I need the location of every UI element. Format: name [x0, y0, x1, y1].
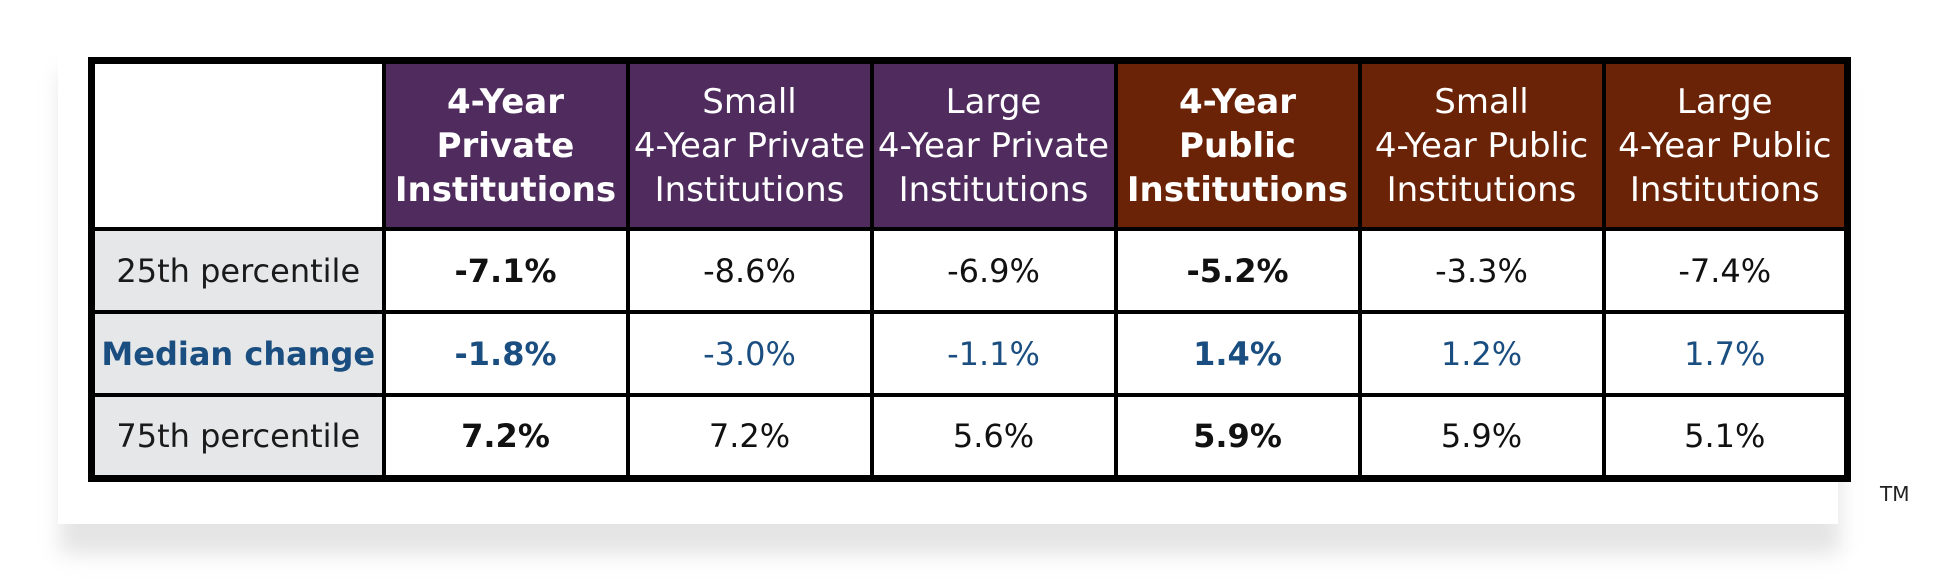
header-row: 4-Year Private Institutions Small 4-Year…	[89, 58, 1850, 231]
row-median-change: Median change -1.8% -3.0% -1.1% 1.4% 1.2…	[89, 310, 1850, 397]
header-4yr-private: 4-Year Private Institutions	[381, 58, 630, 231]
table-cell: 1.7%	[1601, 310, 1850, 397]
table-cell: -3.0%	[625, 310, 874, 397]
table-cell: -7.4%	[1601, 227, 1850, 314]
table-cell: -1.8%	[381, 310, 630, 397]
table-cell: -3.3%	[1357, 227, 1606, 314]
row-label: Median change	[89, 310, 386, 397]
table-cell: 5.9%	[1357, 393, 1606, 480]
table-cell: 5.6%	[869, 393, 1118, 480]
table-cell: 5.9%	[1113, 393, 1362, 480]
table-cell: 7.2%	[381, 393, 630, 480]
table-cell: 5.1%	[1601, 393, 1850, 480]
row-label: 25th percentile	[89, 227, 386, 314]
header-corner	[89, 58, 386, 231]
header-large-4yr-public: Large 4-Year Public Institutions	[1601, 58, 1850, 231]
row-75th-percentile: 75th percentile 7.2% 7.2% 5.6% 5.9% 5.9%…	[89, 393, 1850, 480]
header-large-4yr-private: Large 4-Year Private Institutions	[869, 58, 1118, 231]
table-cell: 7.2%	[625, 393, 874, 480]
table-cell: -7.1%	[381, 227, 630, 314]
data-table: 4-Year Private Institutions Small 4-Year…	[88, 57, 1851, 482]
row-label: 75th percentile	[89, 393, 386, 480]
header-small-4yr-public: Small 4-Year Public Institutions	[1357, 58, 1606, 231]
table-cell: 1.2%	[1357, 310, 1606, 397]
table-cell: 1.4%	[1113, 310, 1362, 397]
table-cell: -5.2%	[1113, 227, 1362, 314]
header-small-4yr-private: Small 4-Year Private Institutions	[625, 58, 874, 231]
header-4yr-public: 4-Year Public Institutions	[1113, 58, 1362, 231]
table-cell: -8.6%	[625, 227, 874, 314]
table-cell: -6.9%	[869, 227, 1118, 314]
trademark-mark: TM	[1880, 482, 1910, 506]
row-25th-percentile: 25th percentile -7.1% -8.6% -6.9% -5.2% …	[89, 227, 1850, 314]
table-cell: -1.1%	[869, 310, 1118, 397]
